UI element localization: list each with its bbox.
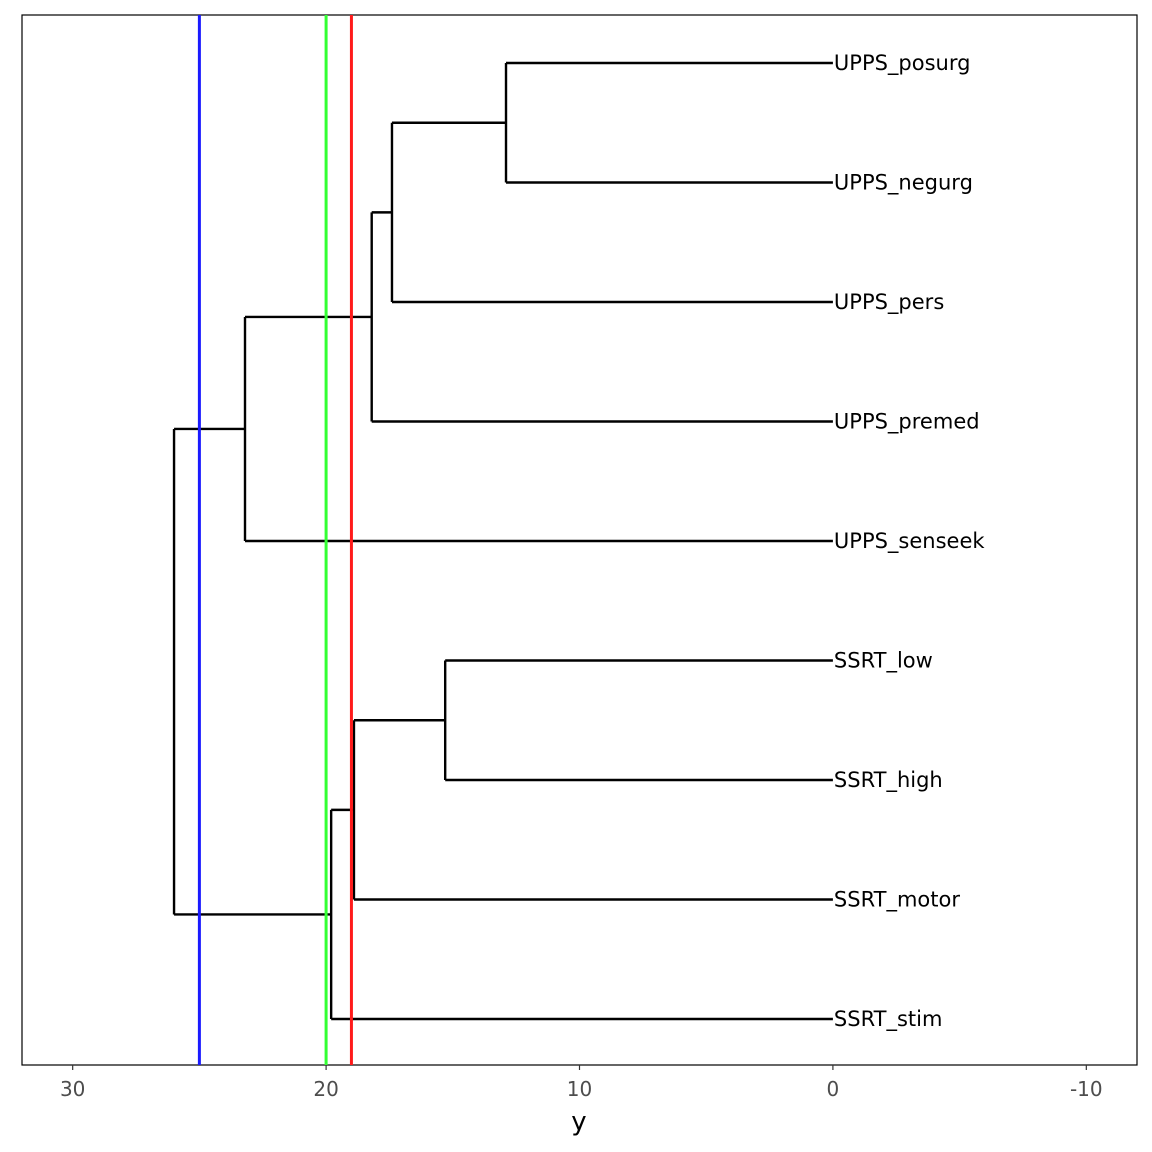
x-tick-label-1: 20 — [313, 1077, 338, 1101]
leaf-label-ssrt-low: SSRT_low — [834, 649, 933, 674]
leaf-label-upps-posurg: UPPS_posurg — [834, 51, 971, 76]
leaf-label-upps-negurg: UPPS_negurg — [834, 171, 973, 196]
x-tick-label-0: 30 — [60, 1077, 85, 1101]
x-tick-label-3: 0 — [827, 1077, 840, 1101]
leaf-label-upps-senseek: UPPS_senseek — [834, 529, 985, 554]
leaf-label-upps-pers: UPPS_pers — [834, 290, 944, 315]
leaf-labels: UPPS_posurg UPPS_negurg UPPS_pers UPPS_prem… — [834, 51, 985, 1032]
x-tick-label-4: -10 — [1070, 1077, 1103, 1101]
leaf-label-ssrt-stim: SSRT_stim — [834, 1007, 943, 1032]
dendrogram-branches — [172, 61, 833, 1021]
x-tick-label-2: 10 — [567, 1077, 592, 1101]
leaf-label-ssrt-high: SSRT_high — [834, 768, 943, 793]
leaf-label-upps-premed: UPPS_premed — [834, 410, 980, 435]
x-axis-title: y — [571, 1107, 586, 1137]
leaf-label-ssrt-motor: SSRT_motor — [834, 888, 960, 913]
x-axis-ticks: 30 20 10 0 -10 — [60, 1065, 1103, 1101]
cut-lines — [197, 15, 353, 1065]
